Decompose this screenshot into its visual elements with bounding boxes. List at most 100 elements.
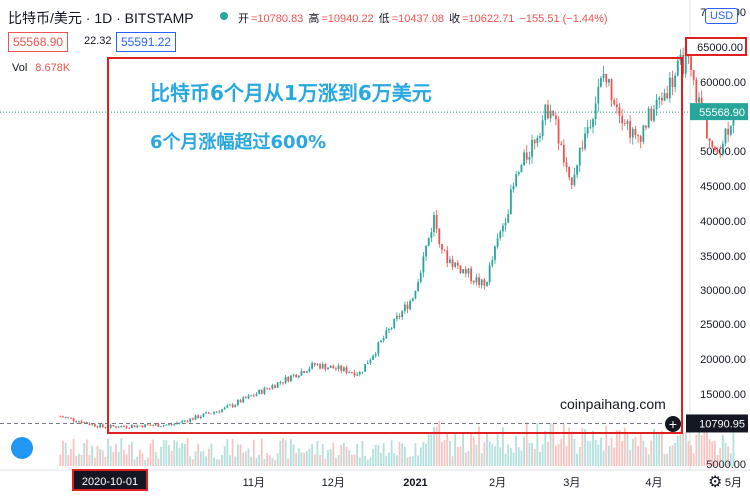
candle-body — [661, 97, 663, 101]
candle-body — [642, 125, 645, 142]
volume-bar — [385, 456, 388, 466]
volume-bar — [279, 440, 282, 466]
volume-bar — [215, 459, 218, 466]
candle-body — [422, 256, 425, 273]
candle-body — [260, 390, 263, 394]
candle-body — [327, 367, 329, 370]
volume-bar — [260, 438, 263, 466]
candle-body — [88, 423, 91, 425]
candle-body — [218, 411, 221, 413]
candle-body — [411, 298, 414, 301]
currency-button[interactable]: USD — [705, 8, 739, 24]
volume-bar — [184, 444, 186, 466]
candle-body — [72, 418, 75, 422]
volume-bar — [547, 441, 549, 466]
volume-bar — [85, 439, 88, 466]
volume-bar — [653, 428, 655, 466]
volume-bar — [396, 455, 398, 466]
candle-body — [146, 424, 149, 426]
volume-bar — [316, 440, 319, 466]
volume-bar — [176, 441, 178, 466]
volume-bar — [284, 439, 287, 466]
symbol-title[interactable]: 比特币/美元 · 1D · BITSTAMP — [8, 10, 194, 26]
bid-price-box[interactable]: 55568.90 — [8, 32, 69, 52]
volume-bar — [684, 431, 687, 466]
volume-bar — [425, 443, 427, 466]
candle-body — [138, 425, 141, 427]
candle-body — [629, 121, 631, 138]
candle-body — [372, 355, 374, 360]
y-tick-label: 60000.00 — [700, 77, 746, 89]
volume-bar — [168, 445, 170, 466]
candle-body — [120, 425, 123, 428]
candle-body — [382, 338, 385, 341]
y-tick-label: 30000.00 — [700, 285, 746, 297]
volume-readout: Vol 8.678K — [12, 62, 70, 74]
volume-bar — [221, 454, 223, 466]
volume-bar — [504, 453, 507, 466]
candle-body — [157, 424, 160, 427]
candle-body — [594, 103, 597, 120]
volume-bar — [263, 458, 266, 466]
candle-body — [570, 177, 573, 186]
candle-body — [308, 368, 311, 372]
volume-bar — [361, 440, 364, 466]
candle-body — [605, 73, 608, 83]
candle-body — [692, 70, 695, 80]
candle-body — [584, 133, 586, 149]
volume-bar — [576, 453, 578, 466]
candle-body — [690, 56, 692, 71]
volume-bar — [661, 430, 663, 466]
volume-bar — [570, 431, 573, 466]
volume-bar — [297, 448, 300, 466]
candle-body — [202, 413, 205, 417]
candle-body — [297, 375, 300, 378]
volume-bar — [125, 454, 128, 466]
candle-body — [637, 135, 639, 137]
volume-bar — [668, 446, 671, 466]
candle-body — [483, 279, 486, 286]
volume-bar — [128, 444, 131, 466]
crosshair-price-label: 10790.95 — [699, 418, 745, 430]
volume-bar — [340, 444, 343, 466]
volume-bar — [658, 432, 661, 466]
candles — [59, 45, 735, 430]
candle-body — [64, 417, 67, 419]
volume-bar — [398, 442, 401, 466]
volume-bar — [449, 440, 451, 466]
volume-bar — [218, 459, 221, 466]
volume-bar — [605, 425, 608, 466]
volume-bar — [581, 427, 584, 466]
volume-bar — [467, 450, 470, 466]
current-price-label: 55568.90 — [699, 107, 745, 119]
volume-bar — [191, 459, 194, 466]
candle-body — [549, 110, 552, 119]
candle-body — [199, 416, 202, 419]
volume-bar — [700, 435, 703, 466]
volume-bar — [295, 452, 298, 466]
volume-bar — [313, 454, 316, 466]
candle-body — [724, 128, 727, 144]
candle-body — [237, 400, 239, 405]
candle-body — [621, 115, 624, 124]
volume-bar — [676, 435, 679, 466]
candle-body — [674, 75, 677, 88]
volume-bar — [430, 434, 433, 466]
volume-bar — [364, 455, 366, 466]
candle-body — [274, 385, 276, 388]
ask-price-box[interactable]: 55591.22 — [116, 32, 177, 52]
candle-body — [467, 268, 470, 274]
candle-body — [343, 367, 345, 371]
candle-body — [59, 416, 62, 418]
add-alert-icon[interactable]: + — [665, 416, 681, 432]
volume-bar — [229, 455, 231, 466]
candle-body — [523, 152, 525, 165]
candle-body — [319, 364, 321, 369]
candle-body — [600, 77, 602, 87]
volume-bar — [144, 459, 147, 466]
gear-icon[interactable]: ⚙ — [708, 474, 723, 491]
volume-bar — [332, 442, 335, 466]
volume-bar — [96, 445, 99, 466]
volume-bar — [528, 442, 531, 466]
